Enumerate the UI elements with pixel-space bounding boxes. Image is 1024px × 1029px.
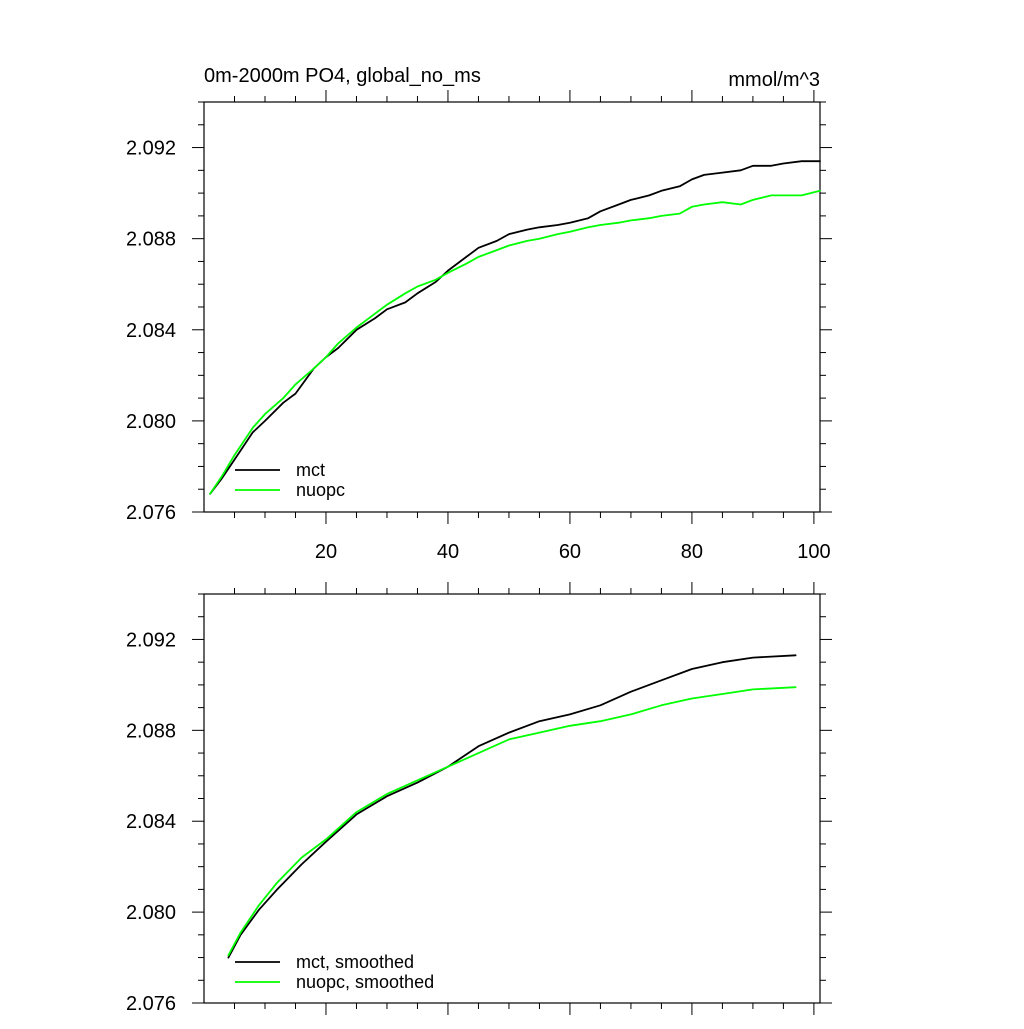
legend-label: nuopc, smoothed <box>296 972 434 992</box>
series-line-nuopc-smoothed <box>227 686 797 957</box>
y-tick-label: 2.084 <box>126 320 176 342</box>
x-tick-label: 60 <box>559 541 581 563</box>
y-tick-label: 2.092 <box>126 629 176 651</box>
series-line-nuopc <box>209 189 821 495</box>
legend-label: nuopc <box>296 480 345 500</box>
y-tick-label: 2.080 <box>126 902 176 924</box>
x-tick-label: 20 <box>315 541 337 563</box>
plot-frame <box>203 101 821 513</box>
y-tick-label: 2.088 <box>126 229 176 251</box>
legend-label: mct <box>296 460 325 480</box>
y-tick-label: 2.084 <box>126 811 176 833</box>
x-tick-label: 40 <box>437 541 459 563</box>
y-tick-label: 2.080 <box>126 411 176 433</box>
series-line-mct-smoothed <box>227 654 797 959</box>
y-tick-label: 2.092 <box>126 138 176 160</box>
legend-label: mct, smoothed <box>296 952 414 972</box>
x-tick-label: 100 <box>797 541 830 563</box>
series-line-mct <box>209 160 821 495</box>
y-tick-label: 2.076 <box>126 502 176 524</box>
plot-frame <box>203 593 821 1004</box>
plot-title: 0m-2000m PO4, global_no_ms <box>204 65 481 87</box>
x-tick-label: 80 <box>681 541 703 563</box>
units-label: mmol/m^3 <box>728 69 820 91</box>
y-tick-label: 2.076 <box>126 993 176 1015</box>
y-tick-label: 2.088 <box>126 720 176 742</box>
